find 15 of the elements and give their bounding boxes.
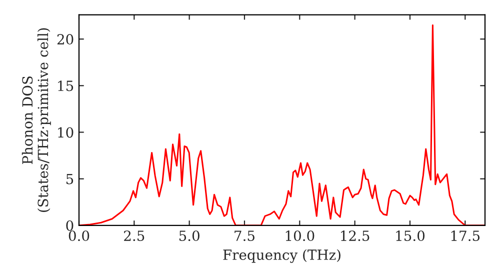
y-tick-label: 5 (66, 174, 74, 184)
x-tick-label: 5.0 (179, 230, 200, 242)
x-tick-label: 17.5 (451, 230, 480, 242)
y-axis-title: Phonon DOS (States/THz·primitive cell) (22, 28, 51, 212)
y-tick-label: 15 (58, 80, 74, 92)
x-tick-label: 12.5 (341, 230, 370, 242)
x-tick-label: 10.0 (286, 230, 314, 242)
y-tick-label: 0 (66, 220, 74, 231)
x-axis-title: Frequency (THz) (223, 249, 340, 263)
x-tick-label: 7.5 (234, 230, 254, 242)
x-tick-label: 15.0 (396, 230, 425, 242)
y-tick-label: 20 (57, 34, 74, 45)
y-tick-label: 10 (58, 127, 74, 138)
x-tick-label: 2.5 (124, 230, 144, 242)
x-tick-label: 0.0 (68, 230, 90, 242)
